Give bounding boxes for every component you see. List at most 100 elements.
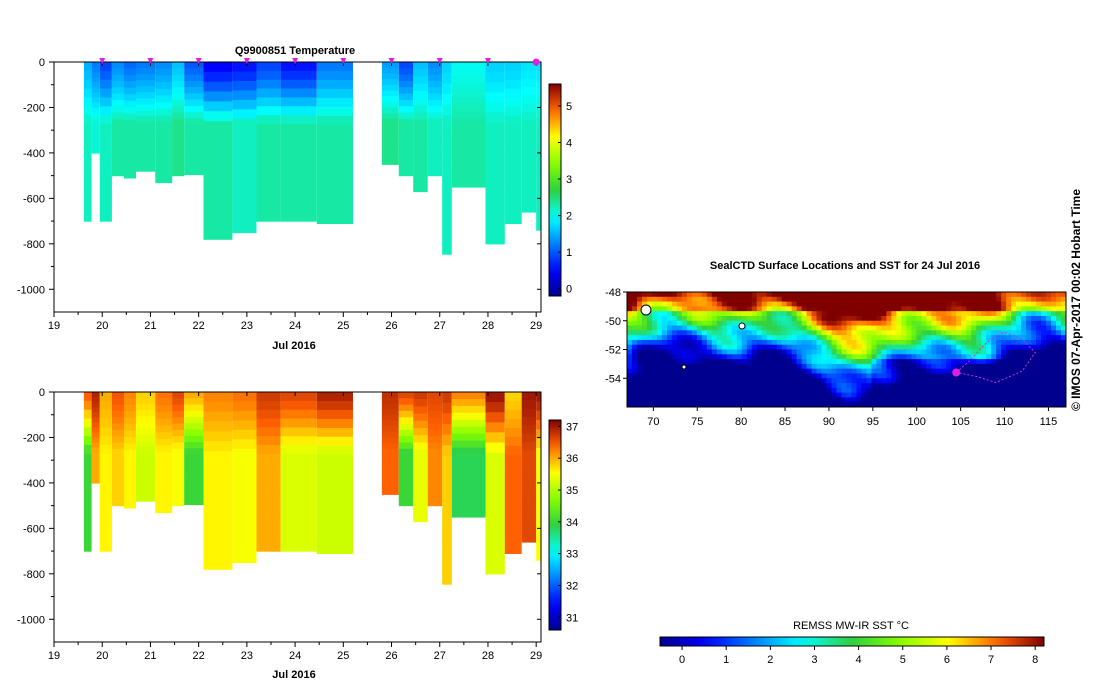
sst-cell [676, 392, 683, 398]
sst-cell [656, 354, 663, 360]
sst-cell [726, 292, 733, 298]
sst-cell [931, 383, 937, 389]
sst-cell [736, 368, 743, 374]
sst-cell [941, 306, 947, 312]
profile-cell [203, 529, 233, 541]
sst-cell [946, 383, 952, 389]
profile-cell [413, 449, 428, 458]
sst-cell [636, 311, 643, 317]
profile-cell [316, 535, 353, 545]
profile-cell [83, 445, 92, 455]
sst-cell [926, 378, 932, 384]
sst-cell [746, 359, 753, 365]
sst-cell [776, 363, 783, 370]
sst-cell [1041, 373, 1047, 379]
profile-cell [381, 448, 399, 456]
profile-cell [280, 185, 317, 196]
sst-cell [881, 325, 887, 331]
sst-cell [771, 325, 778, 331]
sst-cell [836, 378, 842, 384]
sst-cell [731, 373, 738, 379]
sst-cell [796, 301, 802, 307]
sst-cell [1046, 378, 1052, 384]
profile-cell [136, 146, 156, 154]
sst-cell [1011, 315, 1017, 322]
sst-cell [1021, 363, 1027, 370]
sst-cell [851, 392, 857, 398]
sst-cell [826, 349, 832, 355]
profile-cell [280, 445, 317, 455]
sst-cell [806, 320, 812, 326]
profile-cell [427, 93, 443, 101]
sst-cell [646, 330, 653, 336]
profile-cell [504, 178, 522, 189]
sst-cell [906, 315, 912, 322]
sst-cell [901, 387, 907, 394]
sst-cell [756, 397, 763, 403]
x-tick-label: 19 [48, 650, 60, 662]
profile-cell [83, 141, 92, 151]
sst-cell [696, 387, 703, 394]
profile-cell [536, 202, 541, 213]
sst-cell [771, 397, 778, 403]
sst-cell [706, 402, 713, 408]
profile-cell [184, 137, 204, 144]
profile-cell [381, 414, 399, 421]
sst-cell [781, 335, 788, 341]
sst-cell [861, 349, 867, 355]
sst-cell [951, 311, 957, 317]
sst-cell [701, 315, 708, 322]
sst-cell [831, 368, 837, 374]
sst-cell [816, 301, 822, 307]
profile-cell [427, 467, 443, 475]
profile-cell [111, 99, 124, 107]
sst-cell [1056, 392, 1062, 398]
sst-cell [1046, 373, 1052, 379]
profile-cell [232, 137, 257, 148]
sst-cell [896, 315, 902, 322]
sst-cell [766, 378, 773, 384]
profile-cell [203, 170, 233, 181]
sst-cell [1011, 383, 1017, 389]
sst-cell [881, 306, 887, 312]
sst-cell [627, 325, 633, 331]
colorbar-tick-label: 37 [566, 421, 578, 433]
sst-cell [826, 354, 832, 360]
profile-cell [521, 187, 537, 196]
profile-cell [485, 503, 505, 514]
profile-cell [172, 112, 185, 120]
sst-cell [831, 330, 837, 336]
sst-cell [866, 296, 872, 302]
sst-cell [941, 373, 947, 379]
sst-cell [671, 306, 678, 312]
sst-cell [786, 306, 793, 312]
sst-cell [806, 359, 812, 365]
sst-cell [886, 363, 892, 370]
sst-colorbar-label: REMSS MW-IR SST °C [793, 620, 909, 632]
sst-cell [691, 344, 698, 350]
sst-cell [751, 344, 758, 350]
sst-cell [816, 296, 822, 302]
sst-cell [861, 311, 867, 317]
sst-cell [671, 320, 678, 326]
profile-cell [136, 416, 156, 423]
sst-cell [836, 311, 842, 317]
profile-cell [172, 150, 185, 158]
profile-cell [451, 454, 486, 462]
profile-cell [413, 170, 428, 178]
profile-cell [413, 514, 428, 523]
sst-cell [1041, 335, 1047, 341]
sst-cell [721, 339, 728, 346]
sst-cell [1006, 344, 1012, 350]
sst-cell [806, 292, 812, 298]
profile-cell [451, 419, 486, 428]
sst-cell [691, 306, 698, 312]
sst-cell [911, 397, 917, 403]
sst-cell [696, 383, 703, 389]
sst-cell [1031, 325, 1037, 331]
sst-cell [756, 292, 763, 298]
sst-cell [746, 311, 753, 317]
sst-cell [971, 359, 977, 365]
sst-cell [856, 368, 862, 374]
sst-cell [891, 301, 897, 307]
